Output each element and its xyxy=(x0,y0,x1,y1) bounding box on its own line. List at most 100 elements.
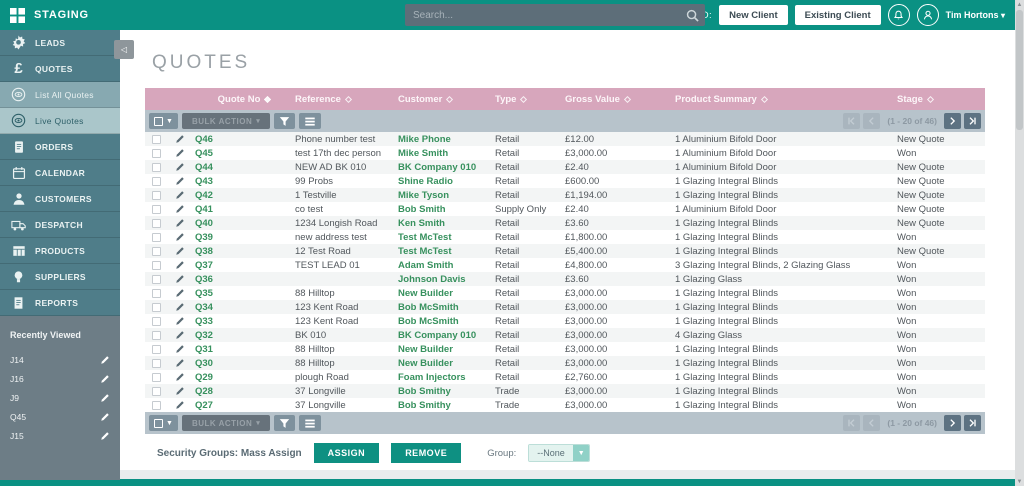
edit-pencil-icon[interactable] xyxy=(175,274,185,284)
last-page-button[interactable] xyxy=(964,113,981,129)
row-checkbox[interactable] xyxy=(151,162,161,172)
quote-no-link[interactable]: Q29 xyxy=(195,371,213,383)
row-checkbox[interactable] xyxy=(151,302,161,312)
first-page-button[interactable] xyxy=(843,415,861,431)
row-checkbox[interactable] xyxy=(151,274,161,284)
first-page-button[interactable] xyxy=(843,113,861,129)
edit-pencil-icon[interactable] xyxy=(175,372,185,382)
customer-link[interactable]: Mike Smith xyxy=(398,147,449,159)
quote-no-link[interactable]: Q43 xyxy=(195,175,213,187)
row-checkbox[interactable] xyxy=(151,288,161,298)
row-checkbox[interactable] xyxy=(151,316,161,326)
vertical-scrollbar[interactable]: ▲ ▼ xyxy=(1015,0,1024,486)
row-checkbox[interactable] xyxy=(151,246,161,256)
quote-no-link[interactable]: Q37 xyxy=(195,259,213,271)
edit-pencil-icon[interactable] xyxy=(175,176,185,186)
edit-pencil-icon[interactable] xyxy=(175,232,185,242)
customer-link[interactable]: Bob McSmith xyxy=(398,301,459,313)
quote-no-link[interactable]: Q44 xyxy=(195,161,213,173)
row-checkbox[interactable] xyxy=(151,176,161,186)
column-header-reference[interactable]: Reference xyxy=(293,94,396,105)
recently-viewed-item[interactable]: Q45 xyxy=(10,407,110,426)
column-header-customer[interactable]: Customer xyxy=(396,94,493,105)
customer-link[interactable]: Mike Phone xyxy=(398,133,451,145)
sidebar-item-calendar[interactable]: CALENDAR xyxy=(0,160,120,186)
edit-pencil-icon[interactable] xyxy=(175,162,185,172)
edit-pencil-icon[interactable] xyxy=(100,355,110,365)
customer-link[interactable]: New Builder xyxy=(398,357,453,369)
sidebar-item-leads[interactable]: LEADS xyxy=(0,30,120,56)
bulk-action-button[interactable]: BULK ACTION ▾ xyxy=(181,113,271,129)
row-checkbox[interactable] xyxy=(151,344,161,354)
quote-no-link[interactable]: Q45 xyxy=(195,147,213,159)
sidebar-item-orders[interactable]: ORDERS xyxy=(0,134,120,160)
select-all-dropdown-button[interactable]: ▼ xyxy=(149,415,178,431)
filter-button[interactable] xyxy=(274,113,296,129)
column-header-type[interactable]: Type xyxy=(493,94,563,105)
customer-link[interactable]: New Builder xyxy=(398,287,453,299)
row-checkbox[interactable] xyxy=(151,386,161,396)
column-chooser-button[interactable] xyxy=(299,415,322,431)
edit-pencil-icon[interactable] xyxy=(175,358,185,368)
row-checkbox[interactable] xyxy=(151,134,161,144)
recently-viewed-item[interactable]: J9 xyxy=(10,388,110,407)
customer-link[interactable]: Bob Smith xyxy=(398,203,446,215)
edit-pencil-icon[interactable] xyxy=(175,246,185,256)
customer-link[interactable]: New Builder xyxy=(398,343,453,355)
sidebar-item-suppliers[interactable]: SUPPLIERS xyxy=(0,264,120,290)
bulk-action-button[interactable]: BULK ACTION ▾ xyxy=(181,415,271,431)
row-checkbox[interactable] xyxy=(151,204,161,214)
quote-no-link[interactable]: Q38 xyxy=(195,245,213,257)
edit-pencil-icon[interactable] xyxy=(175,400,185,410)
edit-pencil-icon[interactable] xyxy=(175,134,185,144)
next-page-button[interactable] xyxy=(944,113,961,129)
quote-no-link[interactable]: Q40 xyxy=(195,217,213,229)
scroll-up-icon[interactable]: ▲ xyxy=(1016,1,1023,8)
edit-pencil-icon[interactable] xyxy=(175,302,185,312)
row-checkbox[interactable] xyxy=(151,148,161,158)
edit-pencil-icon[interactable] xyxy=(175,190,185,200)
sidebar-item-customers[interactable]: CUSTOMERS xyxy=(0,186,120,212)
customer-link[interactable]: Shine Radio xyxy=(398,175,453,187)
row-checkbox[interactable] xyxy=(151,400,161,410)
row-checkbox[interactable] xyxy=(151,232,161,242)
edit-pencil-icon[interactable] xyxy=(175,148,185,158)
edit-pencil-icon[interactable] xyxy=(175,260,185,270)
next-page-button[interactable] xyxy=(944,415,961,431)
quote-no-link[interactable]: Q27 xyxy=(195,399,213,411)
user-menu[interactable]: Tim Hortons ▾ xyxy=(946,10,1005,20)
sidebar-item-list-all-quotes[interactable]: List All Quotes xyxy=(0,82,120,108)
row-checkbox[interactable] xyxy=(151,330,161,340)
quote-no-link[interactable]: Q36 xyxy=(195,273,213,285)
sidebar-item-quotes[interactable]: £ QUOTES xyxy=(0,56,120,82)
customer-link[interactable]: Test McTest xyxy=(398,245,452,257)
search-input[interactable] xyxy=(405,9,679,21)
customer-link[interactable]: Bob McSmith xyxy=(398,315,459,327)
quote-no-link[interactable]: Q46 xyxy=(195,133,213,145)
customer-link[interactable]: Bob Smithy xyxy=(398,399,451,411)
column-header-quote-no[interactable]: Quote No xyxy=(193,94,293,105)
customer-link[interactable]: Bob Smithy xyxy=(398,385,451,397)
edit-pencil-icon[interactable] xyxy=(175,288,185,298)
customer-link[interactable]: Adam Smith xyxy=(398,259,454,271)
customer-link[interactable]: Foam Injectors xyxy=(398,371,466,383)
prev-page-button[interactable] xyxy=(863,415,881,431)
edit-pencil-icon[interactable] xyxy=(100,393,110,403)
column-header-stage[interactable]: Stage xyxy=(895,94,985,105)
app-logo-grid-icon[interactable] xyxy=(10,7,25,23)
quote-no-link[interactable]: Q28 xyxy=(195,385,213,397)
recently-viewed-item[interactable]: J14 xyxy=(10,350,110,369)
row-checkbox[interactable] xyxy=(151,190,161,200)
sidebar-item-reports[interactable]: REPORTS xyxy=(0,290,120,316)
column-chooser-button[interactable] xyxy=(299,113,322,129)
quote-no-link[interactable]: Q35 xyxy=(195,287,213,299)
quote-no-link[interactable]: Q32 xyxy=(195,329,213,341)
recently-viewed-item[interactable]: J16 xyxy=(10,369,110,388)
row-checkbox[interactable] xyxy=(151,358,161,368)
customer-link[interactable]: BK Company 010 xyxy=(398,329,477,341)
edit-pencil-icon[interactable] xyxy=(100,412,110,422)
select-all-dropdown-button[interactable]: ▼ xyxy=(149,113,178,129)
last-page-button[interactable] xyxy=(964,415,981,431)
filter-button[interactable] xyxy=(274,415,296,431)
search-icon[interactable] xyxy=(679,4,705,26)
